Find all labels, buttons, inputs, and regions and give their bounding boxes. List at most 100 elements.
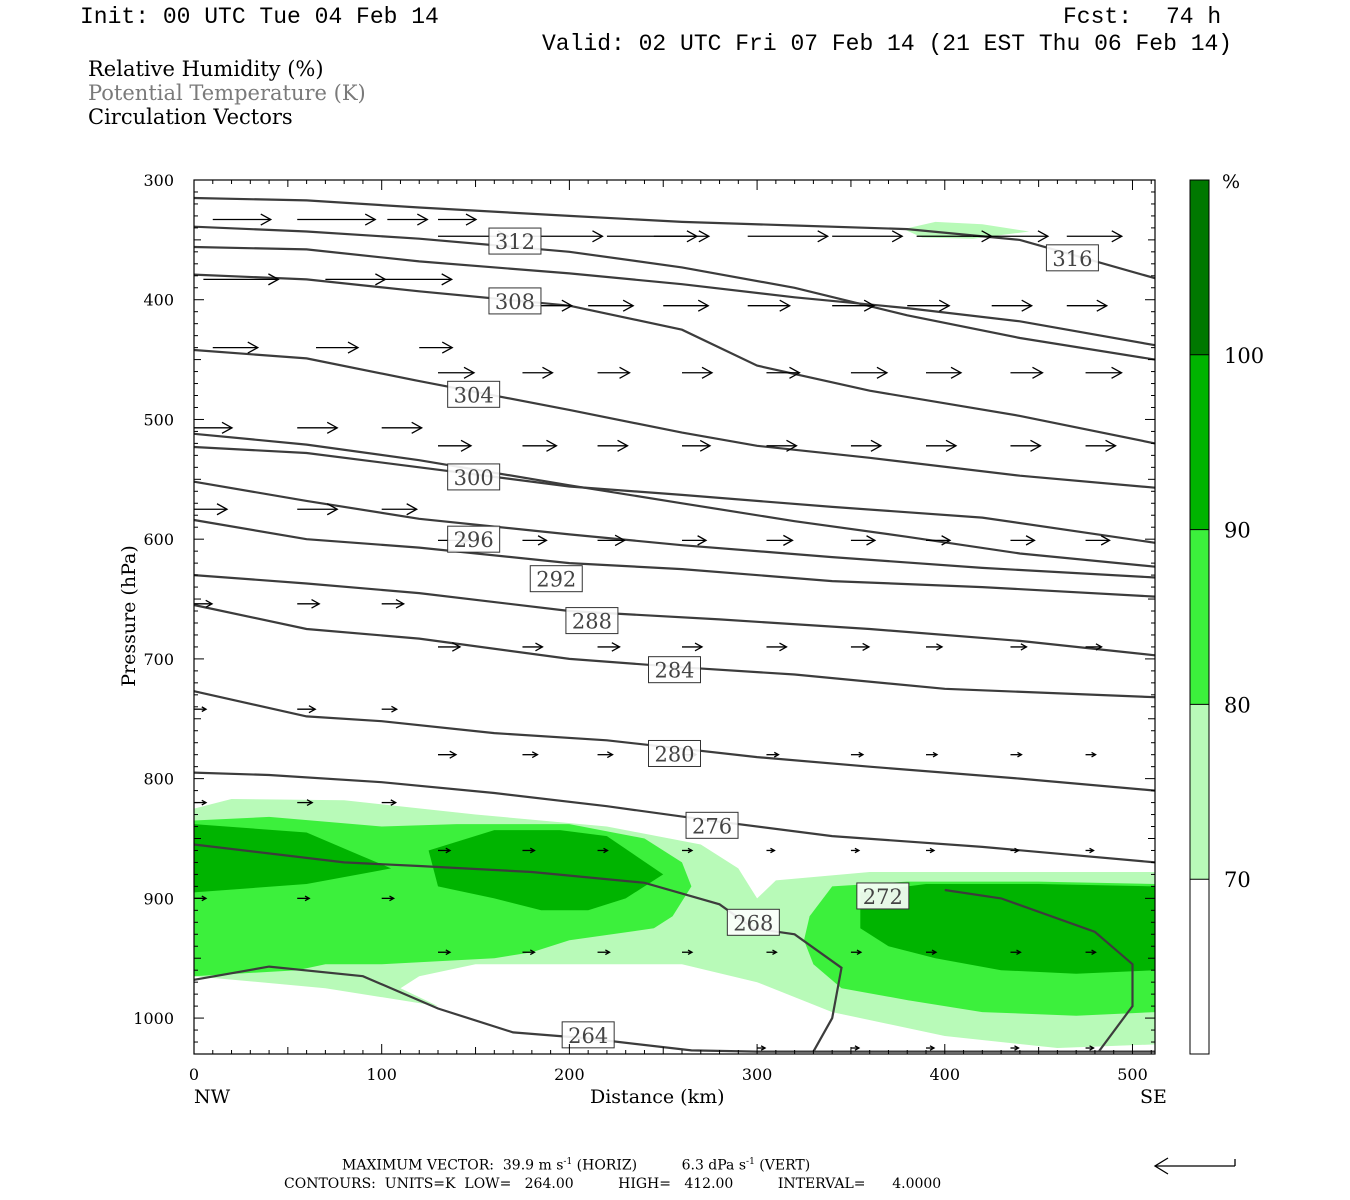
vector-head [697,535,708,546]
vector-head [786,439,798,452]
vector-head [936,643,944,651]
circulation-vector [1010,366,1044,379]
colorbar-label: 100 [1224,344,1264,368]
vector-head [535,642,544,652]
theta-label-box [1045,244,1099,272]
x-tick-label: 200 [554,1065,585,1084]
theta-label-box [488,227,542,255]
vector-head [687,949,694,956]
vector-head [941,535,952,546]
circulation-vector [926,643,944,651]
vector-head [445,949,452,956]
circulation-vector [1085,847,1095,854]
colorbar-segment [1190,529,1209,705]
vector-head [205,599,214,608]
vector-head [694,642,704,652]
theta-label-292: 292 [529,565,583,593]
theta-label-text: 280 [654,742,694,766]
circulation-vector [297,705,317,714]
circulation-vector [766,847,776,854]
circulation-vector [766,439,798,452]
circulation-vector [653,230,711,243]
circulation-vector [381,895,396,902]
circulation-vector [926,366,963,379]
colorbar-label: 90 [1224,519,1251,543]
circulation-vector [907,299,951,312]
circulation-vector [522,949,536,956]
vector-head [460,439,473,452]
vector-head [449,750,458,759]
vector-head [389,895,396,902]
vector-head [1037,230,1050,243]
circulation-vector [850,949,863,956]
theta-label-text: 288 [572,610,612,634]
vector-head [1091,751,1097,758]
circulation-vector [381,599,406,609]
vector-head [866,535,877,546]
circulation-vector [297,213,377,226]
vector-head [773,751,780,758]
theta-label-box [447,525,501,553]
vector-head [546,439,558,452]
theta-label-text: 292 [536,568,576,592]
vector-head [1111,230,1124,243]
vector-head [687,847,694,854]
vector-head [268,273,280,286]
theta-contour-280 [193,690,1156,792]
circulation-vector [850,642,871,651]
vector-head [1030,439,1042,452]
vector-head [779,642,788,652]
circulation-vector [1085,439,1117,452]
unit-exponent: -1 [563,1157,573,1167]
theta-contour-312 [193,225,1156,361]
circulation-vector [682,642,704,652]
theta-label-272: 272 [856,882,910,910]
circulation-vector [597,847,609,854]
circulation-vector [1085,366,1123,379]
colorbar-label: 70 [1224,868,1251,892]
vector-head [441,341,454,354]
circulation-vector [297,895,311,902]
theta-label-box [648,656,701,684]
circulation-vector [1085,949,1097,956]
theta-label-316: 316 [1045,244,1099,272]
colorbar-segment [1190,354,1209,530]
theta-contour-300 [193,445,1156,544]
y-tick-label: 600 [143,530,174,549]
circulation-vector [438,949,452,956]
circulation-vector [194,503,229,516]
circulation-vector [522,751,539,759]
circulation-vector [212,213,273,226]
y-tick-label: 900 [143,889,174,908]
vector-head [542,366,554,379]
vector-head [1089,1045,1095,1051]
vector-head [891,230,904,243]
reference-vector-head [1153,1157,1169,1175]
vector-head [1014,1045,1020,1051]
vector-head [862,642,871,651]
circulation-vector [381,503,419,516]
vector-head [699,439,712,452]
colorbar-label: 80 [1224,693,1251,717]
circulation-vector [522,642,544,652]
vector-head [619,366,631,379]
circulation-vector [316,341,360,354]
vector-head [770,847,776,854]
vector-head [698,230,711,243]
theta-label-308: 308 [488,287,542,315]
circulation-vector [1010,1045,1020,1051]
vector-head [1111,366,1123,379]
theta-label-text: 316 [1052,247,1092,271]
theta-label-box [561,1021,615,1049]
circulation-vector [522,366,554,379]
circulation-vector [991,299,1034,312]
vector-head [854,847,861,854]
circulation-vector [757,1045,767,1051]
theta-contour-304 [193,348,1156,489]
vector-head [929,1045,936,1051]
circulation-vector [212,341,260,354]
theta-contour-296 [193,480,1156,579]
vector-head [391,705,399,713]
circulation-vector [597,439,629,452]
circulation-vector [1010,643,1028,651]
